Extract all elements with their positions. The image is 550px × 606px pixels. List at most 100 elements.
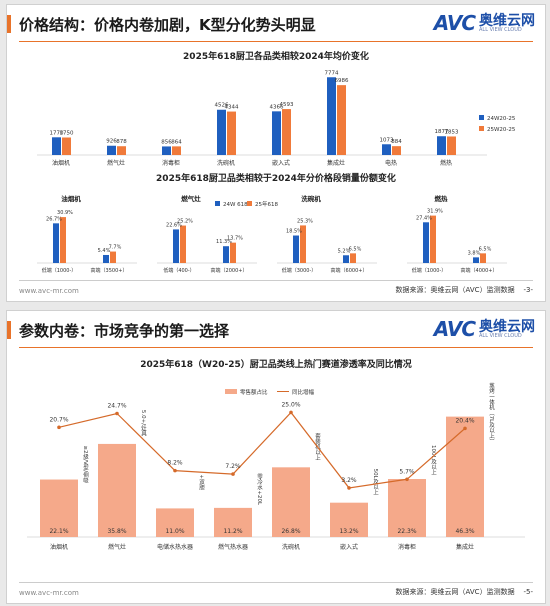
bar-24w [327,77,336,155]
bar-24w [103,254,109,263]
bar-24w [423,222,429,263]
yoy-value-label: 20.7% [49,416,68,423]
bar-value-label: 13.2% [339,528,358,535]
footer-divider [19,280,533,281]
bar-value-label: 13.7% [227,236,243,242]
bar-25w [337,85,346,155]
legend-swatch [225,389,237,394]
group-name: 油烟机 [61,194,81,203]
bar-value-label: 11.3% [216,239,232,245]
bar-value-label: 11.0% [165,528,184,535]
legend-label: 25年618 [255,200,278,208]
bar-24w [272,111,281,155]
category-label: 燃气灶 [107,159,125,167]
bar-24w [293,235,299,263]
bar-param-label: 5.0+/灶具 [140,410,147,438]
yoy-point [289,410,293,415]
slide-title: 价格结构：价格内卷加剧，K型分化势头明显 [19,16,316,34]
yoy-value-label: 3.2% [341,477,357,484]
title-divider [19,41,533,42]
bar-value-label: 878 [116,139,127,145]
category-label: 燃气灶 [108,543,126,551]
bar-25w [480,253,486,263]
title-divider [19,347,533,348]
bar-25w [60,217,66,263]
bar-value-label: 4593 [280,102,294,108]
yoy-point [463,426,467,431]
category-label: 集成灶 [456,543,474,551]
category-label: 高端（6000+） [331,267,368,274]
bar-value-label: 46.3% [455,528,474,535]
title-accent [7,321,11,339]
category-label: 嵌入式 [272,159,290,167]
bar-value-label: 1073 [380,137,394,143]
bar-value-label: 31.9% [427,209,443,215]
category-label: 洗碗机 [217,159,235,167]
legend-label: 25W20-25 [487,127,516,133]
bar-25w [180,225,186,263]
bar-25w [227,111,236,155]
category-label: 洗碗机 [282,543,300,551]
bar-value-label: 1853 [445,129,459,135]
bar-value-label: 856 [161,139,172,145]
group-name: 洗碗机 [301,194,321,203]
category-label: 油烟机 [52,159,70,167]
bar-value-label: 3.8% [468,250,481,256]
bar-24w [173,229,179,263]
logo-mark: AVC [433,11,476,35]
logo-en: ALL VIEW CLOUD [479,332,522,339]
bar-param-label: +双胆 [198,474,205,491]
yoy-value-label: 25.0% [281,401,300,408]
category-label: 消毒柜 [162,159,180,167]
category-label: 高端（4000+） [461,267,498,274]
avc-logo: AVC 奥维云网 ALL VIEW CLOUD [434,11,535,35]
bar-share [98,443,136,537]
legend-label: 同比增幅 [292,388,315,396]
legend-label: 24W 618 [223,202,248,208]
yoy-value-label: 20.4% [455,417,474,424]
bar-value-label: 22.6% [166,222,182,228]
bar-value-label: 4344 [225,105,239,111]
slide-price-structure: 价格结构：价格内卷加剧，K型分化势头明显 AVC 奥维云网 ALL VIEW C… [6,4,546,302]
chart-title: 2025年618厨卫品类相较于2024年分价格段销量份额变化 [156,172,396,184]
legend-swatch [215,201,220,206]
bar-value-label: 35.8% [107,528,126,535]
slide-parameter-competition: 参数内卷：市场竞争的第一选择 AVC 奥维云网 ALL VIEW CLOUD 2… [6,310,546,604]
bar-value-label: 5.2% [338,248,351,254]
bar-param-label: 蒸烤一体机（7L及以上） [488,381,495,444]
slide-title: 参数内卷：市场竞争的第一选择 [19,322,230,340]
yoy-point [405,477,409,482]
bar-24w [343,255,349,263]
bar-share [330,502,368,537]
yoy-point [115,411,119,416]
bar-value-label: 25.2% [177,219,193,225]
yoy-value-label: 8.2% [167,460,183,467]
category-label: 低端（400-） [163,267,194,274]
bar-value-label: 1770 [50,130,64,136]
bar-value-label: 30.9% [57,210,73,216]
bar-value-label: 926 [106,139,117,145]
category-label: 燃气热水器 [218,543,248,551]
chart-title: 2025年618（W20-25）厨卫品类线上热门赛道渗透率及同比情况 [140,358,412,370]
group-name: 燃气灶 [181,194,201,203]
bar-value-label: 5.4% [98,248,111,254]
bar-25w [230,242,236,263]
bar-value-label: 22.3% [397,528,416,535]
bar-value-label: 884 [391,139,402,145]
bar-share [272,467,310,537]
legend-swatch [247,201,252,206]
footer-url: www.avc-mr.com [19,287,79,295]
footer-source: 数据来源：奥维云网（AVC）监测数据 -5- [395,588,533,596]
bar-24w [437,136,446,155]
yoy-point [231,472,235,476]
chart-price-segment-share: 2025年618厨卫品类相较于2024年分价格段销量份额变化 24W 618 25年… [37,172,507,274]
category-label: 油烟机 [50,543,68,551]
yoy-point [347,486,351,490]
bar-share [156,508,194,537]
bar-24w [217,109,226,155]
category-label: 低端（1000-） [412,267,447,274]
bar-25w [300,225,306,263]
bar-24w [107,145,116,155]
